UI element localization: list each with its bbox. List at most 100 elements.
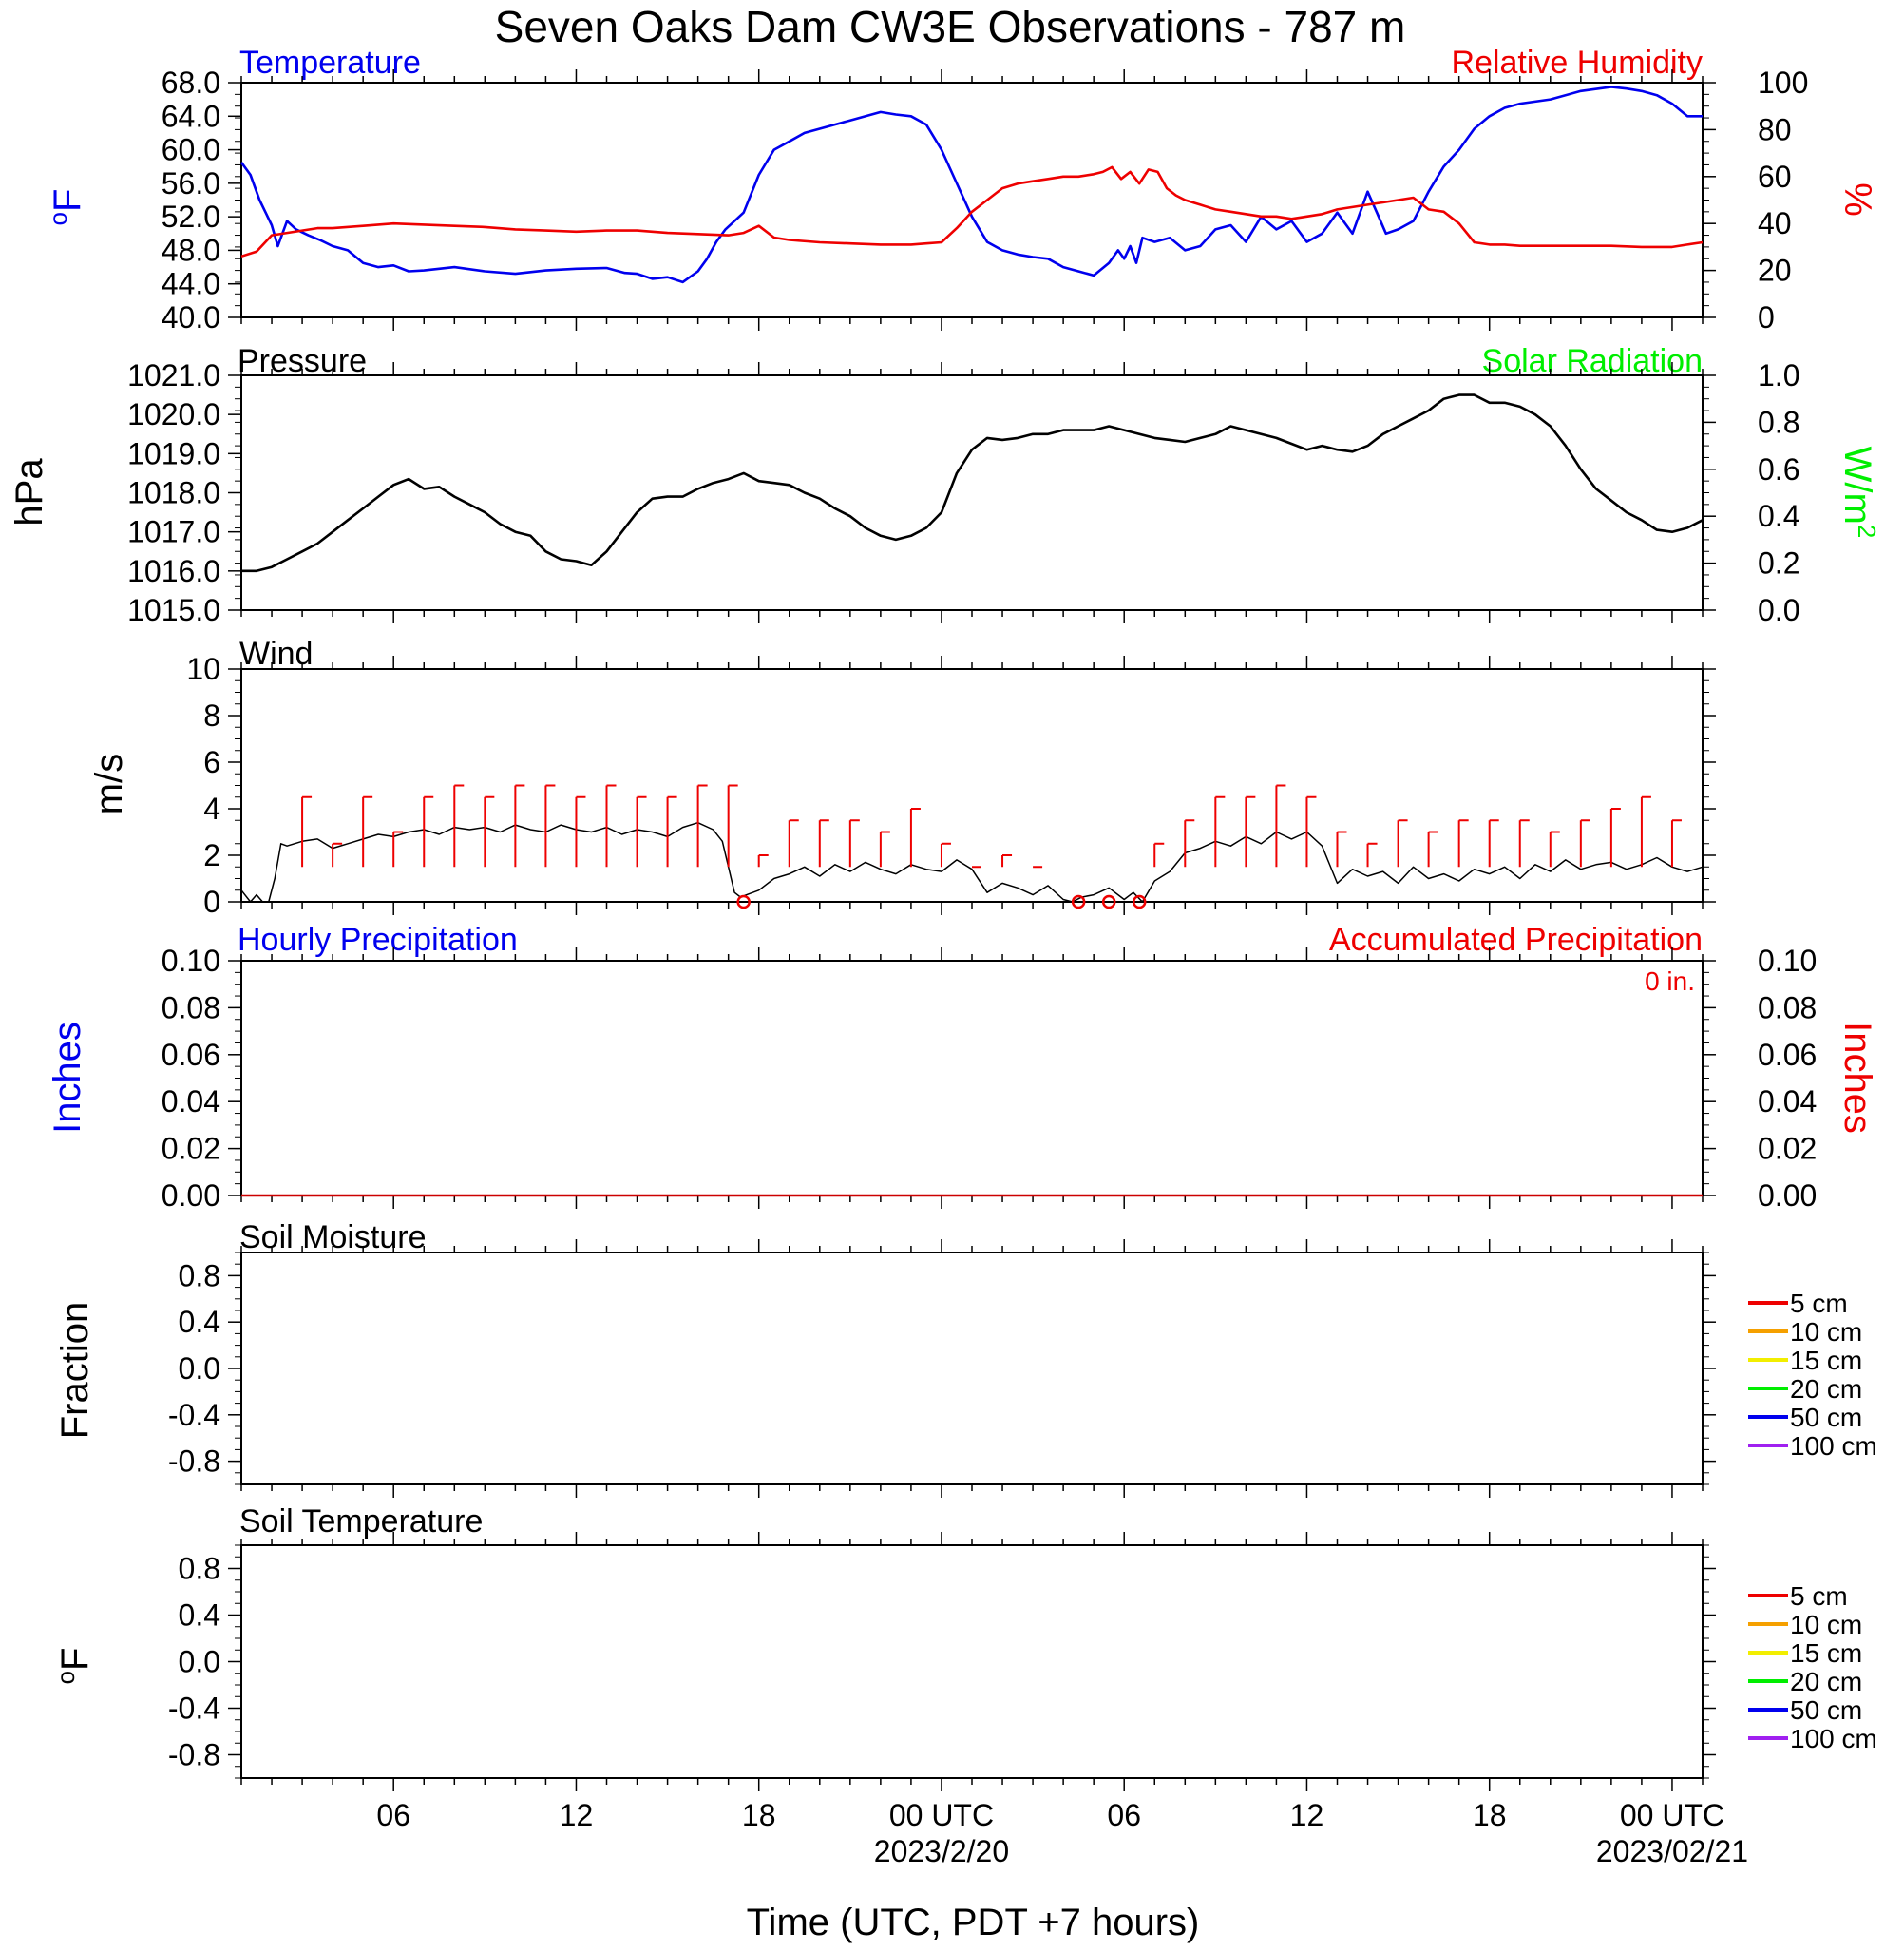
x-tick-date-label: 2023/02/21 xyxy=(1596,1834,1748,1868)
y-left-tick-label: 0.02 xyxy=(162,1132,220,1166)
precip-axis-label-left: Inches xyxy=(47,1022,88,1134)
wind-axis-label: m/s xyxy=(88,754,130,814)
temperature-axis-label: oF xyxy=(44,189,88,226)
y-left-tick-label: -0.8 xyxy=(168,1444,220,1479)
wind-barb xyxy=(423,795,434,868)
y-left-tick-label: 0.10 xyxy=(162,944,220,978)
calm-wind-circle xyxy=(736,894,751,909)
x-tick-label: 00 UTC xyxy=(1620,1798,1724,1832)
panel-temp_rh-plot: 40.044.048.052.056.060.064.068.0 0 20 40 60 8… xyxy=(162,66,1809,335)
panel-wind: Wind m/s xyxy=(88,636,313,814)
wind-barb xyxy=(1245,795,1256,868)
y-left-tick-label: 68.0 xyxy=(162,66,220,100)
y-left-tick-label: -0.4 xyxy=(168,1398,220,1432)
legend-entry: 10 cm xyxy=(1748,1610,1862,1639)
accum-precip-annotation: 0 in. xyxy=(1645,966,1695,996)
y-right-tick-label: 0.08 xyxy=(1758,990,1817,1024)
wind-barb xyxy=(1184,819,1195,868)
y-right-tick-label: 40 xyxy=(1758,206,1792,240)
y-left-tick-label: 1020.0 xyxy=(127,397,220,431)
legend-entry: 15 cm xyxy=(1748,1638,1862,1668)
y-left-tick-label: 1017.0 xyxy=(127,515,220,549)
legend-entry: 20 cm xyxy=(1748,1374,1862,1404)
legend-entry: 10 cm xyxy=(1748,1317,1862,1347)
y-left-tick-label: 0.0 xyxy=(179,1645,220,1679)
wind-barb xyxy=(301,795,313,868)
y-left-tick-label: 1016.0 xyxy=(127,554,220,588)
y-left-tick-label: 0.8 xyxy=(179,1552,220,1586)
plot-frame xyxy=(240,960,1704,1196)
plot-layer: 40.044.048.052.056.060.064.068.002040608… xyxy=(127,66,1877,1868)
y-right-tick-label: 0.00 xyxy=(1758,1178,1817,1213)
legend-label: 15 cm xyxy=(1790,1638,1862,1668)
wind-barb xyxy=(757,854,769,868)
wind-barb xyxy=(544,784,556,868)
x-tick-label: 18 xyxy=(742,1798,776,1832)
y-left-tick-label: 56.0 xyxy=(162,166,220,201)
panel-pressure: Pressure Solar Radiation hPa W/m2 xyxy=(9,343,1881,538)
y-right-tick-label: 20 xyxy=(1758,254,1792,288)
wind-barb xyxy=(1336,831,1347,868)
y-left-tick-label: 48.0 xyxy=(162,233,220,267)
panel-precip: Hourly Precipitation Accumulated Precipi… xyxy=(47,922,1878,1134)
y-left-tick-label: 1018.0 xyxy=(127,476,220,510)
y-right-tick-label: 0.04 xyxy=(1758,1084,1817,1119)
wind-barb xyxy=(1153,842,1165,868)
y-left-tick-label: 0.06 xyxy=(162,1038,220,1072)
wind-barb xyxy=(1518,819,1530,868)
soil-moisture-axis-label: Fraction xyxy=(54,1302,96,1440)
wind-barb xyxy=(1397,819,1408,868)
calm-wind-circle xyxy=(1101,894,1116,909)
humidity-axis-label: % xyxy=(1837,182,1878,217)
wind-title: Wind xyxy=(239,636,313,672)
legend-label: 10 cm xyxy=(1790,1610,1862,1639)
y-right-tick-label: 0.0 xyxy=(1758,593,1799,627)
x-tick-label: 06 xyxy=(1107,1798,1141,1832)
plot-frame xyxy=(240,374,1704,611)
wind-barb xyxy=(727,784,738,868)
x-axis-label: Time (UTC, PDT +7 hours) xyxy=(747,1902,1200,1943)
panel-wind-plot: 0 2 4 6 8 10 xyxy=(186,652,1716,919)
y-left-tick-label: 0.8 xyxy=(179,1258,220,1292)
wind-barb xyxy=(848,819,860,868)
wind-barb xyxy=(575,795,586,868)
x-tick-label: 06 xyxy=(376,1798,410,1832)
accum-precip-title: Accumulated Precipitation xyxy=(1329,922,1703,958)
legend-entry: 100 cm xyxy=(1748,1431,1877,1461)
y-left-tick-label: 0.4 xyxy=(179,1598,220,1633)
wind-barb xyxy=(1214,795,1226,868)
legend-entry: 5 cm xyxy=(1748,1581,1848,1611)
wind-barb xyxy=(453,784,465,868)
panel-pressure-plot: 1015.0 1016.0 1017.0 1018.0 1019.0 1020.0 1021… xyxy=(127,358,1799,627)
wind-barb xyxy=(909,808,921,868)
legend-label: 5 cm xyxy=(1790,1581,1848,1611)
y-right-tick-label: 0.8 xyxy=(1758,405,1799,439)
wind-barb xyxy=(362,795,373,868)
plot-frame xyxy=(240,1252,1704,1485)
y-left-tick-label: 0.08 xyxy=(162,990,220,1024)
plot-frame xyxy=(240,82,1704,318)
y-right-tick-label: 0.10 xyxy=(1758,944,1817,978)
y-left-tick-label: 6 xyxy=(203,745,220,779)
legend-label: 50 cm xyxy=(1790,1695,1862,1725)
legend-label: 15 cm xyxy=(1790,1346,1862,1375)
y-left-tick-label: 52.0 xyxy=(162,200,220,234)
x-tick-label: 18 xyxy=(1473,1798,1507,1832)
y-left-tick-label: 8 xyxy=(203,698,220,733)
wind-barb xyxy=(1640,795,1651,868)
y-right-tick-label: 0.2 xyxy=(1758,546,1799,581)
wind-barb xyxy=(1366,842,1378,868)
y-right-tick-label: 0.06 xyxy=(1758,1038,1817,1072)
legend-entry: 20 cm xyxy=(1748,1667,1862,1696)
soil-temperature-axis-label: oF xyxy=(51,1648,96,1685)
wind-barb xyxy=(1488,819,1499,868)
y-right-tick-label: 60 xyxy=(1758,160,1792,194)
solar-title: Solar Radiation xyxy=(1482,343,1703,379)
y-left-tick-label: 10 xyxy=(186,652,220,686)
wind-barb xyxy=(818,819,829,868)
series-line-relative-humidity xyxy=(240,165,1704,258)
panel-soil-temperature: Soil Temperature oF xyxy=(51,1503,483,1684)
wind-barb xyxy=(788,819,799,868)
wind-barb xyxy=(1670,819,1682,868)
